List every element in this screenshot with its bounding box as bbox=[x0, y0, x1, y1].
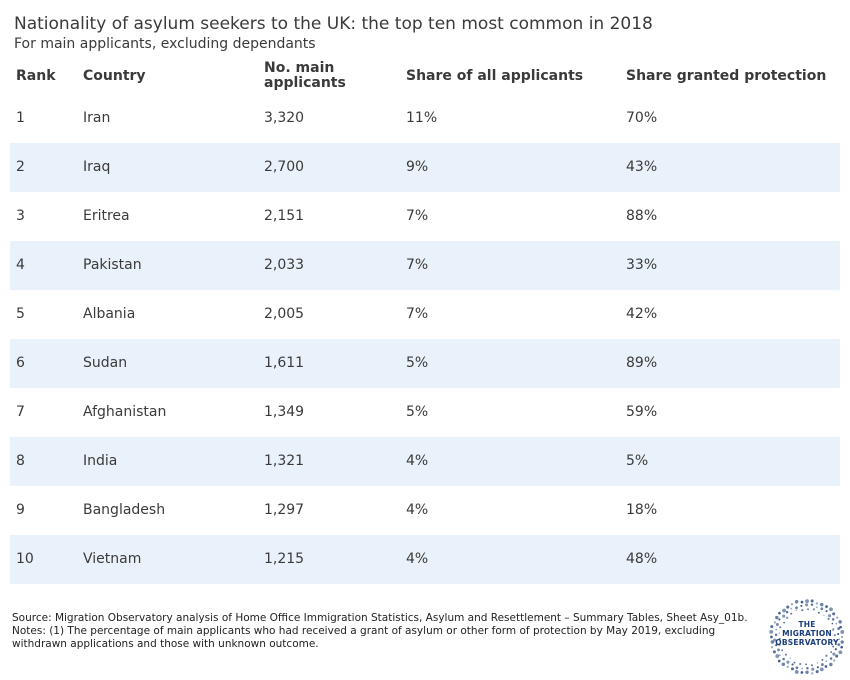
header-share-all: Share of all applicants bbox=[406, 68, 584, 84]
header-country: Country bbox=[83, 68, 146, 84]
cell-share-all: 7% bbox=[406, 208, 429, 224]
table-row: 5 Albania 2,005 7% 42% bbox=[10, 290, 840, 339]
table-row: 3 Eritrea 2,151 7% 88% bbox=[10, 192, 840, 241]
cell-share-all: 5% bbox=[406, 404, 429, 420]
table-row: 1 Iran 3,320 11% 70% bbox=[10, 94, 840, 143]
cell-rank: 7 bbox=[16, 404, 25, 420]
cell-share-granted: 5% bbox=[626, 453, 649, 469]
header-share-granted: Share granted protection bbox=[626, 68, 827, 84]
cell-main-applicants: 1,611 bbox=[264, 355, 305, 371]
cell-rank: 10 bbox=[16, 551, 34, 567]
cell-country: Iraq bbox=[83, 159, 111, 175]
header-main-applicants: No. main applicants bbox=[264, 60, 346, 91]
cell-share-granted: 42% bbox=[626, 306, 658, 322]
cell-main-applicants: 2,700 bbox=[264, 159, 305, 175]
cell-main-applicants: 1,297 bbox=[264, 502, 305, 518]
cell-share-granted: 43% bbox=[626, 159, 658, 175]
cell-main-applicants: 1,215 bbox=[264, 551, 305, 567]
cell-share-granted: 70% bbox=[626, 110, 658, 126]
table-row: 2 Iraq 2,700 9% 43% bbox=[10, 143, 840, 192]
cell-country: India bbox=[83, 453, 118, 469]
header-rank: Rank bbox=[16, 68, 56, 84]
cell-rank: 6 bbox=[16, 355, 25, 371]
cell-country: Vietnam bbox=[83, 551, 142, 567]
cell-country: Eritrea bbox=[83, 208, 130, 224]
cell-share-all: 9% bbox=[406, 159, 429, 175]
cell-share-granted: 48% bbox=[626, 551, 658, 567]
table-body: 1 Iran 3,320 11% 70% 2 Iraq 2,700 9% 43% 3 Eritrea 2… bbox=[10, 94, 840, 584]
table-row: 9 Bangladesh 1,297 4% 18% bbox=[10, 486, 840, 535]
cell-country: Bangladesh bbox=[83, 502, 166, 518]
table-row: 4 Pakistan 2,033 7% 33% bbox=[10, 241, 840, 290]
cell-share-all: 5% bbox=[406, 355, 429, 371]
cell-share-all: 4% bbox=[406, 502, 429, 518]
cell-country: Sudan bbox=[83, 355, 128, 371]
cell-main-applicants: 2,005 bbox=[264, 306, 305, 322]
footnote: Source: Migration Observatory analysis o… bbox=[12, 612, 762, 651]
cell-share-granted: 18% bbox=[626, 502, 658, 518]
cell-main-applicants: 1,321 bbox=[264, 453, 305, 469]
footnote-notes: Notes: (1) The percentage of main applic… bbox=[12, 625, 716, 650]
cell-share-granted: 33% bbox=[626, 257, 658, 273]
chart-subtitle: For main applicants, excluding dependant… bbox=[14, 36, 316, 52]
cell-main-applicants: 2,151 bbox=[264, 208, 305, 224]
cell-rank: 2 bbox=[16, 159, 25, 175]
table-row: 6 Sudan 1,611 5% 89% bbox=[10, 339, 840, 388]
cell-rank: 8 bbox=[16, 453, 25, 469]
cell-country: Pakistan bbox=[83, 257, 142, 273]
logo-dots-icon bbox=[769, 599, 845, 675]
cell-share-all: 4% bbox=[406, 551, 429, 567]
cell-rank: 3 bbox=[16, 208, 25, 224]
cell-share-all: 4% bbox=[406, 453, 429, 469]
cell-share-granted: 89% bbox=[626, 355, 658, 371]
cell-rank: 4 bbox=[16, 257, 25, 273]
cell-main-applicants: 3,320 bbox=[264, 110, 305, 126]
cell-main-applicants: 1,349 bbox=[264, 404, 305, 420]
cell-country: Afghanistan bbox=[83, 404, 167, 420]
logo-text: THE MIGRATION OBSERVATORY bbox=[775, 620, 839, 647]
cell-share-granted: 88% bbox=[626, 208, 658, 224]
cell-rank: 1 bbox=[16, 110, 25, 126]
chart-title: Nationality of asylum seekers to the UK:… bbox=[14, 14, 653, 34]
cell-country: Albania bbox=[83, 306, 136, 322]
cell-rank: 9 bbox=[16, 502, 25, 518]
table-row: 10 Vietnam 1,215 4% 48% bbox=[10, 535, 840, 584]
cell-country: Iran bbox=[83, 110, 111, 126]
table-row: 7 Afghanistan 1,349 5% 59% bbox=[10, 388, 840, 437]
cell-share-all: 7% bbox=[406, 306, 429, 322]
cell-share-all: 11% bbox=[406, 110, 438, 126]
table-header: Rank Country No. main applicants Share o… bbox=[10, 56, 840, 100]
cell-main-applicants: 2,033 bbox=[264, 257, 305, 273]
cell-share-granted: 59% bbox=[626, 404, 658, 420]
migration-observatory-logo: THE MIGRATION OBSERVATORY bbox=[766, 596, 848, 678]
cell-share-all: 7% bbox=[406, 257, 429, 273]
footnote-source: Source: Migration Observatory analysis o… bbox=[12, 612, 748, 624]
cell-rank: 5 bbox=[16, 306, 25, 322]
table-row: 8 India 1,321 4% 5% bbox=[10, 437, 840, 486]
